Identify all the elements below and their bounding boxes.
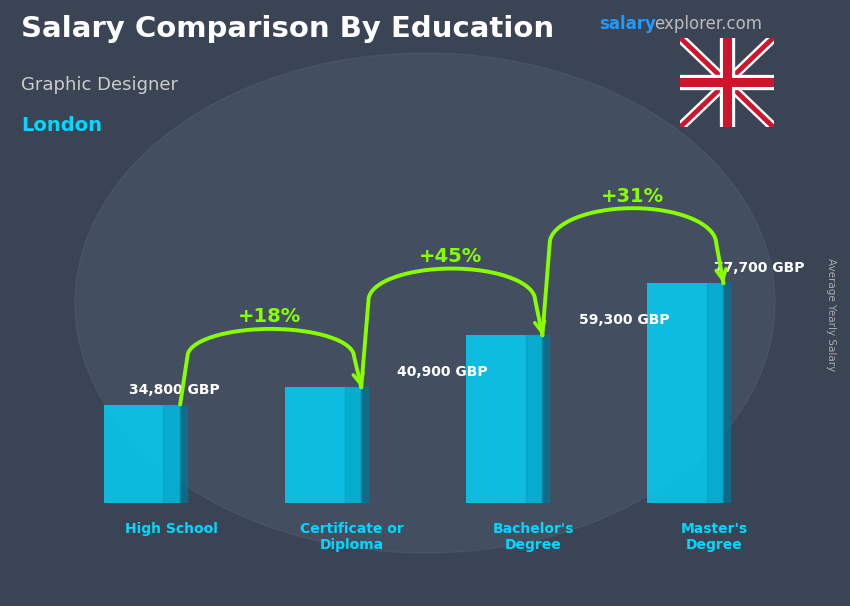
Bar [706, 283, 723, 503]
Bar [104, 405, 180, 503]
Bar [361, 387, 368, 503]
Text: +45%: +45% [419, 247, 483, 266]
Text: Certificate or
Diploma: Certificate or Diploma [300, 522, 404, 552]
Text: High School: High School [125, 522, 218, 536]
Text: +18%: +18% [238, 307, 302, 326]
Bar [525, 335, 542, 503]
Bar [344, 387, 361, 503]
Bar [542, 335, 549, 503]
Text: explorer.com: explorer.com [654, 15, 762, 33]
Bar [286, 387, 361, 503]
Text: Average Yearly Salary: Average Yearly Salary [826, 259, 836, 371]
Bar [723, 283, 730, 503]
Bar [648, 283, 723, 503]
Text: Master's
Degree: Master's Degree [681, 522, 748, 552]
Text: Bachelor's
Degree: Bachelor's Degree [492, 522, 574, 552]
Text: 59,300 GBP: 59,300 GBP [579, 313, 669, 327]
Bar [163, 405, 180, 503]
Text: 40,900 GBP: 40,900 GBP [398, 365, 488, 379]
Text: Graphic Designer: Graphic Designer [21, 76, 178, 94]
Text: +31%: +31% [600, 187, 664, 205]
Ellipse shape [75, 53, 775, 553]
Bar [180, 405, 187, 503]
Bar [467, 335, 542, 503]
Text: 34,800 GBP: 34,800 GBP [129, 382, 220, 397]
Text: salary: salary [599, 15, 656, 33]
Text: Salary Comparison By Education: Salary Comparison By Education [21, 15, 554, 43]
Text: 77,700 GBP: 77,700 GBP [715, 261, 805, 275]
Text: London: London [21, 116, 102, 135]
